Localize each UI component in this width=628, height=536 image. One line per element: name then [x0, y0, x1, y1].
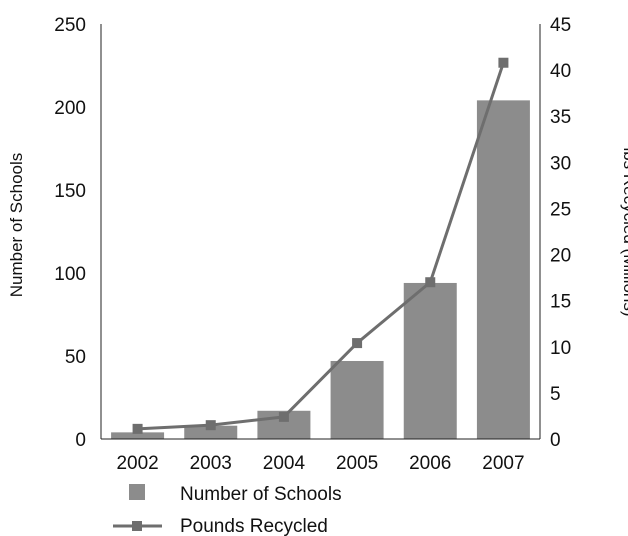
line-point-2002 — [132, 423, 143, 434]
y2-tick-label: 30 — [550, 153, 571, 174]
bar-2005 — [330, 360, 384, 439]
line-series — [132, 57, 509, 434]
x-tick-label: 2004 — [263, 453, 306, 474]
y2-tick-label: 25 — [550, 199, 571, 220]
y-tick-label: 100 — [54, 264, 86, 285]
y2-tick-label: 45 — [550, 15, 571, 36]
y-tick-label: 0 — [75, 430, 86, 451]
y-tick-label: 200 — [54, 98, 86, 119]
legend-swatch-bar — [129, 484, 145, 500]
y2-tick-label: 0 — [550, 430, 561, 451]
bar-2002 — [111, 432, 165, 439]
line-point-2004 — [278, 411, 289, 422]
y2-tick-label: 35 — [550, 107, 571, 128]
x-tick-label: 2006 — [409, 453, 451, 474]
bars — [111, 100, 530, 440]
line-point-2003 — [205, 420, 216, 431]
line-point-2007 — [498, 57, 509, 68]
legend-swatch-marker — [132, 521, 142, 531]
x-axis: 2002 2003 2004 2005 2006 2007 — [101, 438, 540, 474]
y-tick-label: 250 — [54, 15, 86, 36]
x-tick-label: 2007 — [482, 453, 524, 474]
bar-2003 — [184, 425, 238, 439]
legend-label-bar: Number of Schools — [180, 484, 342, 505]
pounds-recycled-line — [137, 62, 505, 431]
y-axis-title: Number of Schools — [7, 153, 26, 298]
y-tick-label: 150 — [54, 181, 86, 202]
y2-tick-label: 15 — [550, 292, 571, 313]
legend: Number of Schools Pounds Recycled — [113, 484, 342, 536]
y2-tick-label: 40 — [550, 61, 571, 82]
y2-tick-label: 20 — [550, 246, 571, 267]
x-tick-label: 2003 — [190, 453, 232, 474]
y2-axis-title: lbs Recycled (Millions) — [620, 147, 628, 316]
right-axis: 0 5 10 15 20 25 30 35 40 45 — [539, 15, 571, 451]
left-axis: 0 50 100 150 200 250 — [54, 15, 102, 451]
y2-tick-label: 10 — [550, 338, 571, 359]
bar-2007 — [476, 100, 530, 440]
x-tick-label: 2005 — [336, 453, 378, 474]
bar-2006 — [403, 282, 457, 439]
y2-tick-label: 5 — [550, 384, 561, 405]
legend-label-line: Pounds Recycled — [180, 516, 328, 536]
x-tick-label: 2002 — [116, 453, 158, 474]
y-tick-label: 50 — [65, 347, 86, 368]
line-point-2006 — [425, 277, 436, 288]
line-point-2005 — [352, 338, 363, 349]
